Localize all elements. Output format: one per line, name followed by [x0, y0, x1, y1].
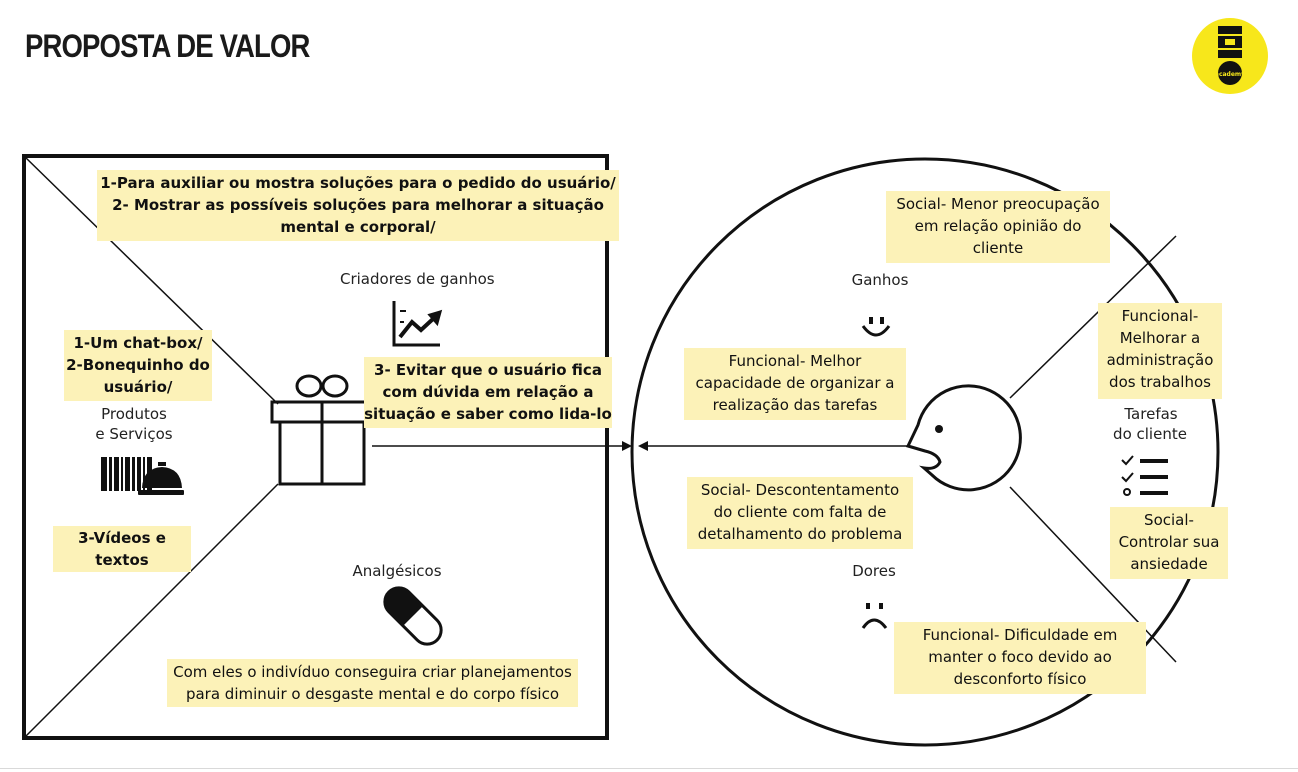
customer-profile-divider-bottom: [1009, 486, 1177, 663]
pain-social-note: Social- Descontentamento do cliente com …: [687, 477, 913, 549]
note-line: manter o foco devido ao: [928, 648, 1112, 666]
note-line: ansiedade: [1130, 555, 1208, 573]
gain-creators-mid-note: 3- Evitar que o usuário fica com dúvida …: [364, 357, 612, 428]
jobs-label-line2: do cliente: [1113, 425, 1187, 443]
note-line: realização das tarefas: [712, 396, 878, 414]
note-line: Melhorar a: [1119, 329, 1201, 347]
products-videos-note: 3-Vídeos e textos: [53, 526, 191, 572]
note-line: Funcional- Melhor: [728, 352, 862, 370]
gain-functional-note: Funcional- Melhor capacidade de organiza…: [684, 348, 906, 420]
value-map-divider-top: [23, 155, 279, 405]
academy-logo-mark-icon: [1218, 26, 1242, 85]
note-line: dos trabalhos: [1109, 373, 1211, 391]
products-services-label-line1: Produtos: [101, 405, 167, 423]
products-note: 1-Um chat-box/ 2-Bonequinho do usuário/: [64, 330, 212, 401]
products-services-label-line2: e Serviços: [95, 425, 173, 443]
gain-creators-top-note: 1-Para auxiliar ou mostra soluções para …: [97, 170, 619, 241]
note-line: Social- Descontentamento: [700, 481, 900, 499]
pill-icon: [383, 586, 443, 646]
gift-icon: [270, 374, 372, 486]
gains-label: Ganhos: [851, 271, 909, 289]
value-map-frame: [22, 154, 609, 740]
pain-functional-note: Funcional- Dificuldade em manter o foco …: [894, 622, 1146, 694]
jobs-label-line1: Tarefas: [1124, 405, 1178, 423]
service-bell-icon: [138, 462, 184, 495]
pain-relievers-label: Analgésicos: [352, 562, 442, 580]
gain-creators-label: Criadores de ganhos: [340, 270, 495, 288]
note-line: 3- Evitar que o usuário fica: [374, 361, 602, 379]
arrow-right-icon: [622, 441, 632, 451]
note-line: administração: [1106, 351, 1214, 369]
page-title: PROPOSTA DE VALOR: [25, 28, 310, 64]
note-line: textos: [95, 551, 149, 569]
pains-label: Dores: [852, 562, 896, 580]
note-line: Social-: [1144, 511, 1194, 529]
note-line: Funcional-: [1121, 307, 1199, 325]
note-line: com dúvida em relação a: [382, 383, 594, 401]
note-line: mental e corporal/: [280, 218, 436, 236]
note-line: do cliente com falta de: [713, 503, 887, 521]
bottom-divider: [0, 768, 1298, 769]
note-line: usuário/: [103, 378, 173, 396]
customer-profile-circle: [630, 157, 1220, 747]
arrow-left-icon: [638, 441, 648, 451]
chart-up-icon: [392, 301, 443, 347]
jobs-functional-note: Funcional- Melhorar a administração dos …: [1098, 303, 1222, 399]
note-line: 1-Para auxiliar ou mostra soluções para …: [100, 174, 616, 192]
note-line: Funcional- Dificuldade em: [922, 626, 1118, 644]
note-line: detalhamento do problema: [697, 525, 903, 543]
value-map-divider-bottom: [23, 483, 279, 739]
note-line: desconforto físico: [953, 670, 1087, 688]
note-line: Com eles o indivíduo conseguira criar pl…: [173, 663, 572, 681]
note-line: cliente: [972, 239, 1024, 257]
customer-face-icon: [905, 384, 1022, 492]
jobs-social-note: Social- Controlar sua ansiedade: [1110, 507, 1228, 579]
note-line: 1-Um chat-box/: [73, 334, 203, 352]
note-line: para diminuir o desgaste mental e do cor…: [185, 685, 560, 703]
note-line: situação e saber como lida-lo: [364, 405, 612, 423]
note-line: capacidade de organizar a: [695, 374, 895, 392]
pain-relievers-note: Com eles o indivíduo conseguira criar pl…: [167, 659, 578, 707]
customer-profile-divider-top: [1009, 235, 1177, 399]
note-line: 2-Bonequinho do: [66, 356, 210, 374]
note-line: 3-Vídeos e: [78, 529, 166, 547]
note-line: em relação opinião do: [914, 217, 1082, 235]
note-line: Social- Menor preocupação: [896, 195, 1100, 213]
smile-icon: [861, 317, 891, 337]
note-line: Controlar sua: [1118, 533, 1220, 551]
logo-text: academy: [1215, 71, 1245, 78]
gain-social-note: Social- Menor preocupação em relação opi…: [886, 191, 1110, 263]
sad-face-icon: [861, 603, 888, 629]
academy-logo: academy: [1192, 18, 1268, 94]
note-line: 2- Mostrar as possíveis soluções para me…: [112, 196, 604, 214]
checklist-icon: [1121, 455, 1168, 496]
